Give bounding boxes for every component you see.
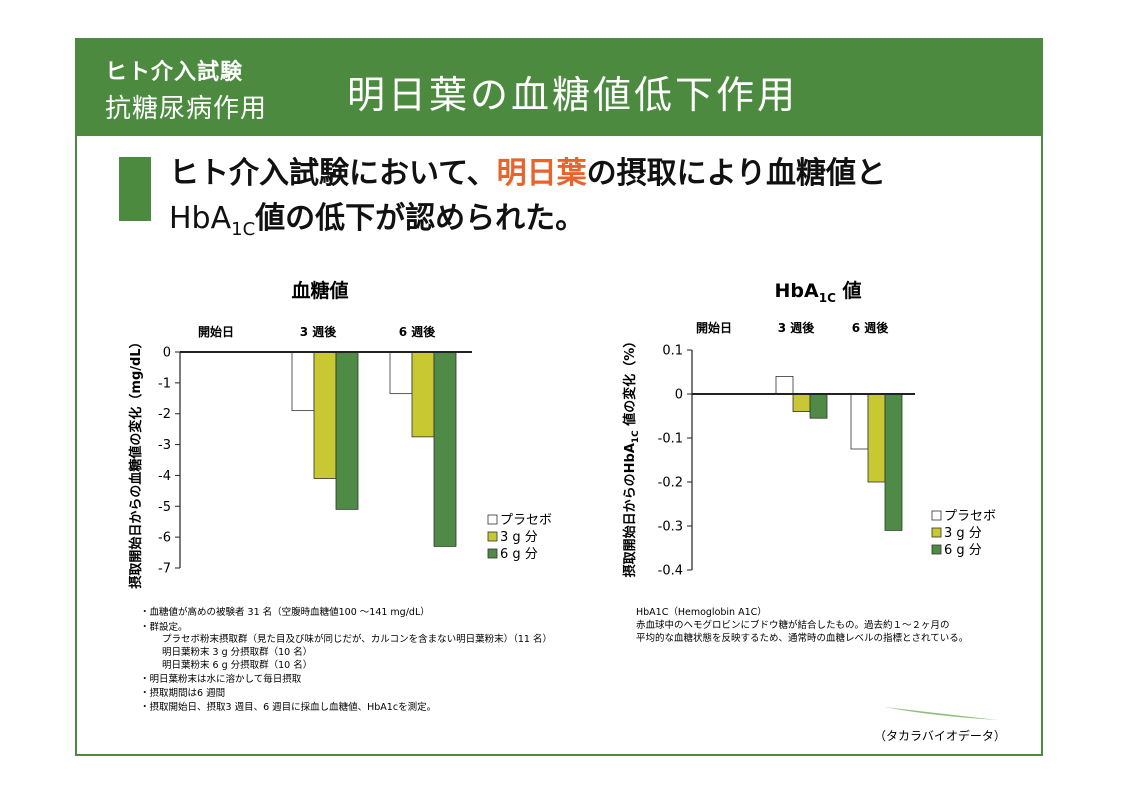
legend-swatch xyxy=(487,514,498,525)
chart-title-suffix: 値 xyxy=(836,280,862,302)
y-axis-label: 摂取開始日からのHbA1C 値の変化（%） xyxy=(622,335,641,578)
bar-3g xyxy=(867,393,886,483)
y-tick-labels: 0.1 0 -0.1 -0.2 -0.3 -0.4 xyxy=(658,344,692,579)
y-axis-label-prefix: 摂取開始日からのHbA xyxy=(622,443,638,577)
bar-6g xyxy=(884,393,903,531)
note-line: ・摂取期間は6 週間 xyxy=(140,687,225,699)
y-tick-label: 0.1 xyxy=(662,344,683,359)
note-line: 明日葉粉末 3 g 分摂取群（10 名） xyxy=(162,646,312,658)
headline-accent: 明日葉 xyxy=(496,156,587,191)
phase-label: 6 週後 xyxy=(399,324,437,339)
chart-title: HbA1C 値 xyxy=(775,280,862,305)
y-axis-label: 摂取開始日からの血糖値の変化（mg/dL） xyxy=(128,335,144,588)
y-axis-label-sub: 1C xyxy=(631,430,641,443)
legend: プラセボ 3 g 分 6 g 分 xyxy=(487,513,552,562)
note-line: HbA1C（Hemoglobin A1C） xyxy=(636,606,767,618)
chart-title: 血糖値 xyxy=(291,279,348,302)
legend-label: 6 g 分 xyxy=(500,547,538,562)
header-subtitle-line2: 抗糖尿病作用 xyxy=(105,94,268,124)
note-line: 明日葉粉末 6 g 分摂取群（10 名） xyxy=(162,659,312,671)
note-line: ・群設定。 xyxy=(140,621,188,633)
y-tick-label: -3 xyxy=(158,438,171,453)
legend-swatch xyxy=(931,510,942,521)
bar-3g xyxy=(411,351,435,438)
bar-3g xyxy=(313,351,337,479)
y-tick-label: -0.3 xyxy=(658,520,683,535)
legend-label: 3 g 分 xyxy=(944,526,982,541)
legend-label: プラセボ xyxy=(500,513,552,528)
legend-swatch xyxy=(487,531,498,542)
headline-text: ヒト介入試験において、 xyxy=(169,156,497,191)
phase-label: 3 週後 xyxy=(300,324,338,339)
chart-title-sub: 1C xyxy=(819,291,836,305)
bars xyxy=(775,375,903,531)
y-tick-label: -0.4 xyxy=(658,564,683,579)
header-banner: ヒト介入試験 抗糖尿病作用 明日葉の血糖値低下作用 xyxy=(77,40,1041,136)
chart-title-prefix: HbA xyxy=(775,280,820,302)
y-tick-label: -4 xyxy=(158,469,171,484)
page-title: 明日葉の血糖値低下作用 xyxy=(347,73,799,117)
headline-text: の摂取により血糖値と xyxy=(586,156,887,191)
swoosh-decoration xyxy=(885,707,998,720)
headline-accent-bar xyxy=(119,157,151,221)
y-tick-label: -1 xyxy=(158,376,171,391)
legend-swatch xyxy=(931,527,942,538)
phase-label: 開始日 xyxy=(696,320,732,335)
y-tick-label: -5 xyxy=(158,500,171,515)
y-tick-label: -7 xyxy=(158,562,171,577)
headline-hba-prefix: HbA xyxy=(169,201,232,236)
phase-label: 開始日 xyxy=(198,324,234,339)
bar-placebo xyxy=(291,351,315,412)
headline-hba-sub: 1C xyxy=(231,219,256,240)
note-line: 赤血球中のヘモグロビンにブドウ糖が結合したもの。過去約１～２ヶ月の xyxy=(636,619,950,631)
bar-3g xyxy=(792,393,811,413)
legend-label: プラセボ xyxy=(944,509,996,524)
hba1c-chart: HbA1C 値 開始日 3 週後 6 週後 摂取開始日からのHbA1C 値の変化… xyxy=(622,280,996,579)
phase-label: 3 週後 xyxy=(778,320,816,335)
y-axis-label-suffix: 値の変化（%） xyxy=(622,335,638,431)
legend: プラセボ 3 g 分 6 g 分 xyxy=(931,509,996,558)
notes-right: HbA1C（Hemoglobin A1C） 赤血球中のヘモグロビンにブドウ糖が結… xyxy=(636,606,968,644)
y-tick-label: 0 xyxy=(675,388,683,403)
bar-6g xyxy=(809,393,828,419)
bar-placebo xyxy=(775,375,794,395)
headline-text: 値の低下が認められた。 xyxy=(255,201,586,236)
phase-label: 6 週後 xyxy=(852,320,890,335)
y-tick-label: -0.2 xyxy=(658,476,683,491)
legend-swatch xyxy=(931,544,942,555)
y-tick-labels: 0 -1 -2 -3 -4 -5 -6 -7 xyxy=(158,346,180,577)
legend-label: 6 g 分 xyxy=(944,543,982,558)
bar-6g xyxy=(433,351,457,547)
bar-6g xyxy=(335,351,359,510)
y-tick-label: -6 xyxy=(158,531,171,546)
note-line: プラセボ粉末摂取群（見た目及び味が同じだが、カルコンを含まない明日葉粉末）（11… xyxy=(162,633,552,645)
note-line: 平均的な血糖状態を反映するため、通常時の血糖レベルの指標とされている。 xyxy=(636,632,968,644)
header-subtitle-line1: ヒト介入試験 xyxy=(105,60,244,85)
glucose-chart: 血糖値 開始日 3 週後 6 週後 摂取開始日からの血糖値の変化（mg/dL） … xyxy=(128,279,552,589)
bars xyxy=(291,351,457,547)
y-tick-label: -2 xyxy=(158,407,171,422)
note-line: ・血糖値が高めの被験者 31 名（空腹時血糖値100 ～141 mg/dL） xyxy=(140,606,430,618)
legend-swatch xyxy=(487,548,498,559)
y-tick-label: 0 xyxy=(163,346,171,361)
headline-line1: ヒト介入試験において、明日葉の摂取により血糖値と xyxy=(169,148,886,192)
y-tick-label: -0.1 xyxy=(658,432,683,447)
notes-left: ・血糖値が高めの被験者 31 名（空腹時血糖値100 ～141 mg/dL） ・… xyxy=(140,606,552,713)
bar-placebo xyxy=(389,351,413,395)
bar-placebo xyxy=(850,393,869,450)
note-line: ・明日葉粉末は水に溶かして毎日摂取 xyxy=(140,673,302,685)
headline-line2: HbA1C値の低下が認められた。 xyxy=(169,193,585,240)
source-label: （タカラバイオデータ） xyxy=(874,728,1006,743)
legend-label: 3 g 分 xyxy=(500,530,538,545)
note-line: ・摂取開始日、摂取3 週目、6 週目に採血し血糖値、HbA1cを測定。 xyxy=(140,701,436,713)
